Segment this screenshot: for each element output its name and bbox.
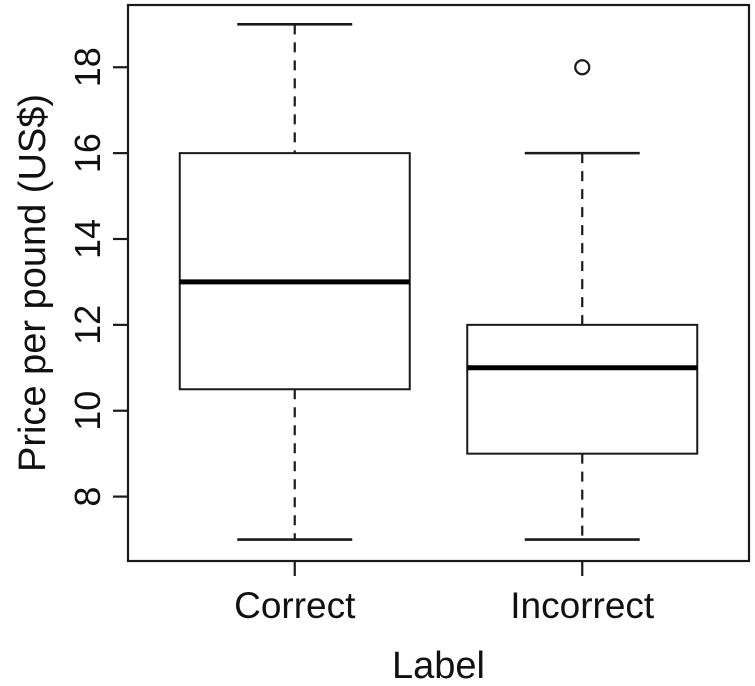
y-tick-label: 8 [67,487,108,507]
y-tick-label: 16 [67,133,108,173]
box-correct: Correct [178,23,411,626]
x-category-label: Incorrect [510,585,655,626]
x-category-label: Correct [234,585,356,626]
outlier-point [574,59,591,76]
x-axis-title: Label [392,645,485,686]
y-axis-title: Price per pound (US$) [12,94,54,472]
y-tick-label: 18 [67,47,108,87]
y-tick-label: 14 [67,219,108,259]
y-tick-label: 12 [67,305,108,345]
y-tick-label: 10 [67,391,108,431]
plot-border [126,3,751,563]
iqr-box [178,152,411,391]
box-incorrect: Incorrect [466,59,699,626]
iqr-box [466,323,699,455]
